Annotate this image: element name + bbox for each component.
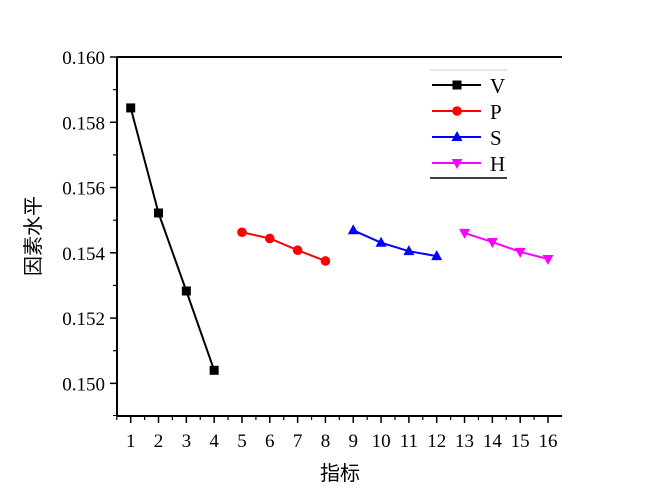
x-tick-label: 3 <box>182 431 192 452</box>
data-point-H <box>459 228 471 239</box>
legend-label-P: P <box>490 100 502 124</box>
x-tick-label: 14 <box>483 431 503 452</box>
data-point-H <box>542 255 554 266</box>
x-tick-label: 1 <box>126 431 136 452</box>
legend-marker-H <box>451 159 463 169</box>
x-tick-label: 16 <box>539 431 558 452</box>
data-point-P <box>292 245 303 256</box>
x-axis-label: 指标 <box>320 462 360 485</box>
data-point-S <box>431 250 443 261</box>
x-tick-label: 5 <box>237 431 247 452</box>
data-point-S <box>347 224 359 235</box>
data-point-H <box>486 238 498 249</box>
series-line-V <box>129 107 216 371</box>
series-H <box>459 228 554 266</box>
x-tick-label: 6 <box>265 431 275 452</box>
x-tick-label: 8 <box>321 431 331 452</box>
series-S <box>347 224 443 261</box>
y-tick-label: 0.160 <box>62 48 105 69</box>
legend-label-V: V <box>490 74 505 98</box>
data-point-V <box>154 208 164 218</box>
series-P <box>237 227 331 266</box>
legend-label-H: H <box>490 152 505 176</box>
x-tick-label: 4 <box>209 431 219 452</box>
x-tick-label: 9 <box>349 431 359 452</box>
data-point-S <box>403 245 415 256</box>
series-line-H <box>464 231 549 260</box>
series-layer <box>126 103 554 375</box>
y-tick-label: 0.154 <box>62 244 105 265</box>
x-tick-label: 11 <box>400 431 418 452</box>
data-point-S <box>375 236 387 247</box>
x-tick-label: 7 <box>293 431 303 452</box>
y-tick-label: 0.156 <box>62 179 105 200</box>
series-V <box>126 103 219 375</box>
legend-label-S: S <box>490 126 502 150</box>
data-point-H <box>514 247 526 258</box>
data-point-P <box>320 256 331 266</box>
series-line-P <box>241 231 326 262</box>
series-line-S <box>352 229 437 258</box>
y-tick-label: 0.158 <box>62 113 105 134</box>
data-point-V <box>126 103 136 113</box>
data-point-P <box>265 233 275 244</box>
y-axis-label: 因素水平 <box>22 196 45 276</box>
legend-marker-P <box>452 106 462 116</box>
y-tick-label: 0.150 <box>62 374 105 395</box>
x-tick-label: 12 <box>427 431 446 452</box>
legend-marker-S <box>451 131 463 141</box>
x-tick-label: 13 <box>455 431 474 452</box>
x-tick-label: 2 <box>154 431 164 452</box>
data-point-P <box>237 227 247 238</box>
data-point-V <box>209 365 219 375</box>
data-point-V <box>181 286 191 296</box>
x-tick-label: 15 <box>511 431 530 452</box>
y-tick-label: 0.152 <box>62 309 105 330</box>
x-tick-label: 10 <box>372 431 391 452</box>
legend-marker-V <box>452 80 462 90</box>
